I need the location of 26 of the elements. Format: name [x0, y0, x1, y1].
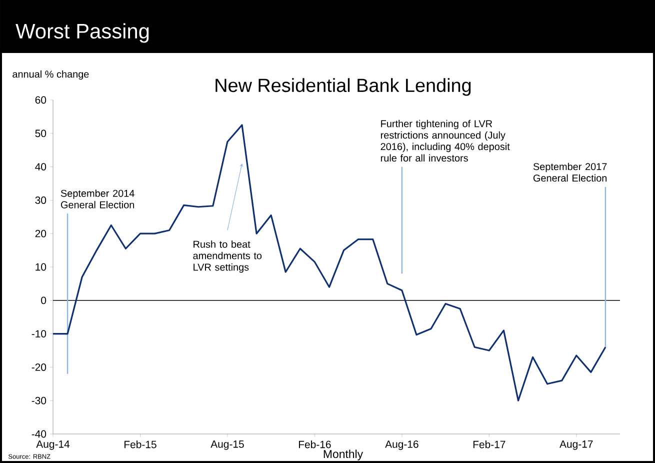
y-tick-label: -10 [32, 330, 46, 338]
ref-line-label: September 2014 General Election [60, 190, 134, 208]
y-tick-label: -20 [32, 363, 46, 371]
chart-subtitle: New Residential Bank Lending [216, 78, 471, 96]
x-tick-label: Feb-16 [298, 440, 331, 448]
y-tick-label: 40 [35, 163, 46, 170]
y-tick-label: 60 [35, 96, 46, 104]
ref-line-label: September 2017 General Election [533, 162, 607, 182]
x-tick-label: Aug-15 [210, 440, 244, 450]
y-tick-label: -40 [32, 430, 46, 438]
y-tick-label: 20 [35, 230, 46, 238]
x-tick-label: Aug-17 [560, 440, 593, 450]
x-axis-title: Monthly [324, 450, 364, 460]
x-tick-label: Feb-15 [124, 440, 156, 448]
ref-line-label: Further tightening of LVR restrictions announced (July 2016), including 40% deposit rule for all investors [380, 120, 510, 162]
y-axis-title: annual % change [12, 70, 89, 80]
y-tick-label: -30 [32, 396, 46, 404]
y-tick-label: 0 [41, 296, 46, 304]
x-tick-label: Aug-14 [36, 440, 70, 450]
y-tick-label: 50 [35, 130, 46, 138]
x-tick-label: Aug-16 [385, 440, 418, 450]
annotation: Rush to beat amendments to LVR settings [193, 240, 262, 273]
y-tick-label: 10 [36, 263, 46, 271]
x-tick-label: Feb-17 [473, 440, 506, 448]
y-tick-label: 30 [35, 196, 46, 204]
chart-title: Worst Passing [16, 23, 149, 43]
